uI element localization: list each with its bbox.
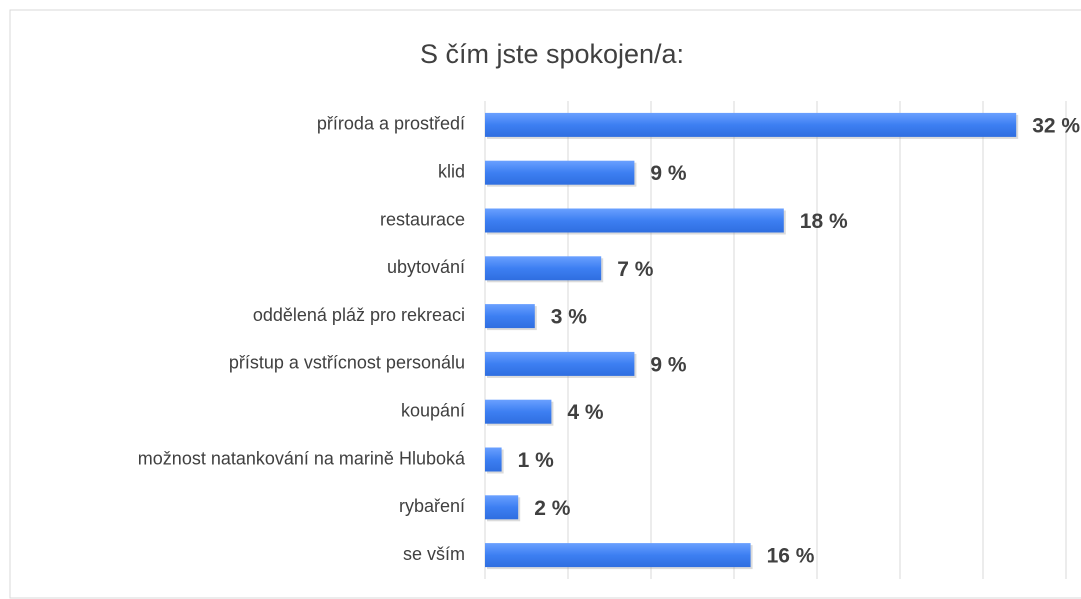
y-tick-label: možnost natankování na marině Hluboká [138, 448, 466, 468]
y-tick-label: klid [438, 161, 465, 181]
y-tick-label: ubytování [387, 257, 465, 277]
bar [485, 112, 1017, 137]
data-label: 9 % [650, 353, 687, 376]
data-label: 4 % [567, 401, 604, 424]
y-tick-label: příroda a prostředí [317, 114, 465, 134]
bar [485, 256, 602, 281]
y-tick-label: se vším [403, 544, 465, 564]
bar [485, 304, 535, 329]
data-label: 3 % [551, 306, 588, 329]
bar [485, 160, 635, 185]
bar [485, 447, 502, 472]
bar [485, 543, 751, 568]
y-tick-label: rybaření [399, 496, 465, 516]
data-label: 2 % [534, 497, 571, 520]
data-label: 16 % [767, 545, 815, 568]
data-label: 1 % [518, 449, 555, 472]
data-label: 32 % [1032, 114, 1080, 137]
data-label: 18 % [800, 210, 848, 233]
bar [485, 351, 635, 376]
y-tick-label: oddělená pláž pro rekreaci [253, 305, 465, 325]
chart-frame [9, 9, 1081, 599]
y-tick-label: restaurace [380, 209, 465, 229]
y-tick-label: koupání [401, 400, 465, 420]
y-tick-label: přístup a vstřícnost personálu [229, 353, 465, 373]
chart-title: S čím jste spokojen/a: [420, 39, 684, 69]
bar [485, 208, 784, 233]
data-label: 9 % [650, 162, 687, 185]
bar [485, 399, 552, 424]
bar [485, 495, 519, 520]
data-label: 7 % [617, 258, 654, 281]
